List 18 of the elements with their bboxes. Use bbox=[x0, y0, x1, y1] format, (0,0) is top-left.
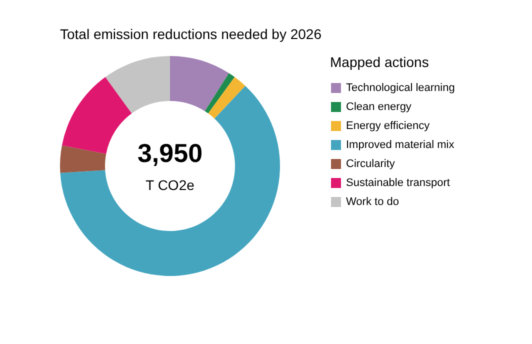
text: 3,950 bbox=[137, 138, 203, 168]
donut-slice bbox=[170, 56, 229, 112]
legend-label: Technological learning bbox=[346, 82, 455, 94]
donut-slice bbox=[60, 145, 106, 173]
donut-slice bbox=[204, 73, 235, 114]
chart-title: Total emission reductions needed by 2026 bbox=[60, 26, 322, 42]
legend-label: Improved material mix bbox=[346, 139, 455, 151]
legend-label: Circularity bbox=[346, 158, 396, 170]
text: T CO2e bbox=[146, 177, 195, 193]
donut-slice bbox=[62, 77, 132, 154]
legend-title: Mapped actions bbox=[330, 54, 429, 70]
donut-slice bbox=[60, 86, 280, 276]
legend-label: Clean energy bbox=[346, 101, 412, 113]
donut-slice bbox=[105, 56, 170, 114]
donut-slice bbox=[208, 77, 246, 119]
legend-label: Work to do bbox=[346, 196, 399, 208]
legend-label: Energy efficiency bbox=[346, 120, 430, 132]
legend-label: Sustainable transport bbox=[346, 177, 450, 189]
